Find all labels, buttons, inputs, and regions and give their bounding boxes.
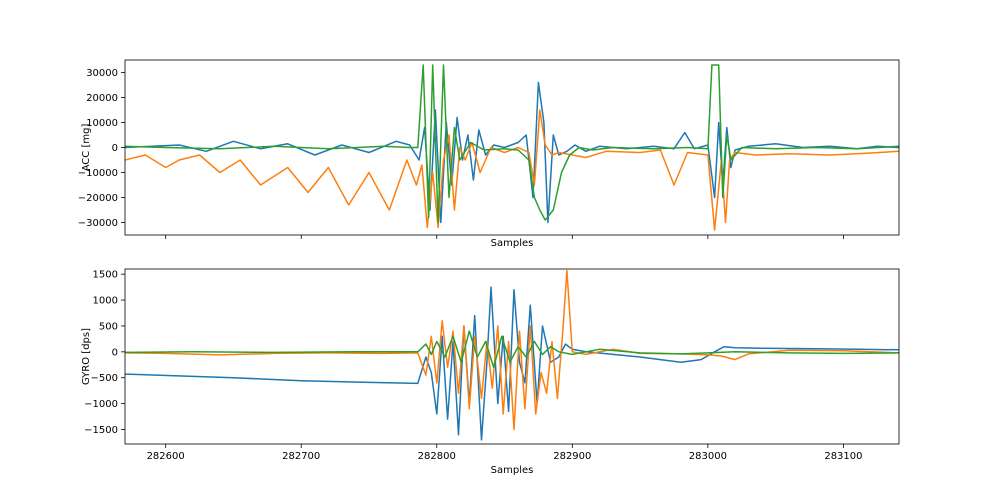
y-tick-label: 10000 bbox=[86, 118, 118, 129]
y-tick-label: −1000 bbox=[84, 399, 118, 410]
y-tick-label: 30000 bbox=[86, 68, 118, 79]
y-tick-label: 0 bbox=[112, 347, 118, 358]
y-tick-label: 1500 bbox=[93, 270, 118, 281]
y-tick-label: 500 bbox=[99, 321, 118, 332]
x-tick-label: 282800 bbox=[418, 451, 456, 462]
x-tick-label: 283100 bbox=[824, 451, 862, 462]
axes-frame bbox=[124, 268, 900, 445]
gyro-chart: 282600 282700 282800 282900 283000 283100 −150… bbox=[81, 268, 900, 476]
y-tick-label: −30000 bbox=[78, 218, 118, 229]
series-line-2 bbox=[125, 64, 899, 224]
x-axis-label: Samples bbox=[491, 238, 534, 249]
x-axis-label: Samples bbox=[491, 465, 534, 476]
series-group bbox=[125, 64, 899, 231]
y-tick-label: −1500 bbox=[84, 425, 118, 436]
y-tick-label: −500 bbox=[91, 373, 118, 384]
x-tick-label: 283000 bbox=[689, 451, 727, 462]
series-line-0 bbox=[125, 286, 899, 441]
series-line-2 bbox=[125, 330, 899, 369]
y-tick-label: −20000 bbox=[78, 193, 118, 204]
acc-chart: −30000 −20000 −10000 0 10000 20000 30000 Sample… bbox=[78, 59, 900, 249]
y-axis-label: GYRO [dps] bbox=[81, 328, 92, 385]
series-line-1 bbox=[125, 109, 899, 231]
y-tick-label: 20000 bbox=[86, 93, 118, 104]
y-tick-label: −10000 bbox=[78, 168, 118, 179]
y-axis-label: ACC [mg] bbox=[81, 124, 92, 172]
y-tick-label: 0 bbox=[112, 143, 118, 154]
x-tick-label: 282900 bbox=[553, 451, 591, 462]
series-group bbox=[125, 269, 899, 441]
y-tick-label: 1000 bbox=[93, 296, 118, 307]
x-tick-label: 282600 bbox=[147, 451, 185, 462]
x-tick-label: 282700 bbox=[282, 451, 320, 462]
